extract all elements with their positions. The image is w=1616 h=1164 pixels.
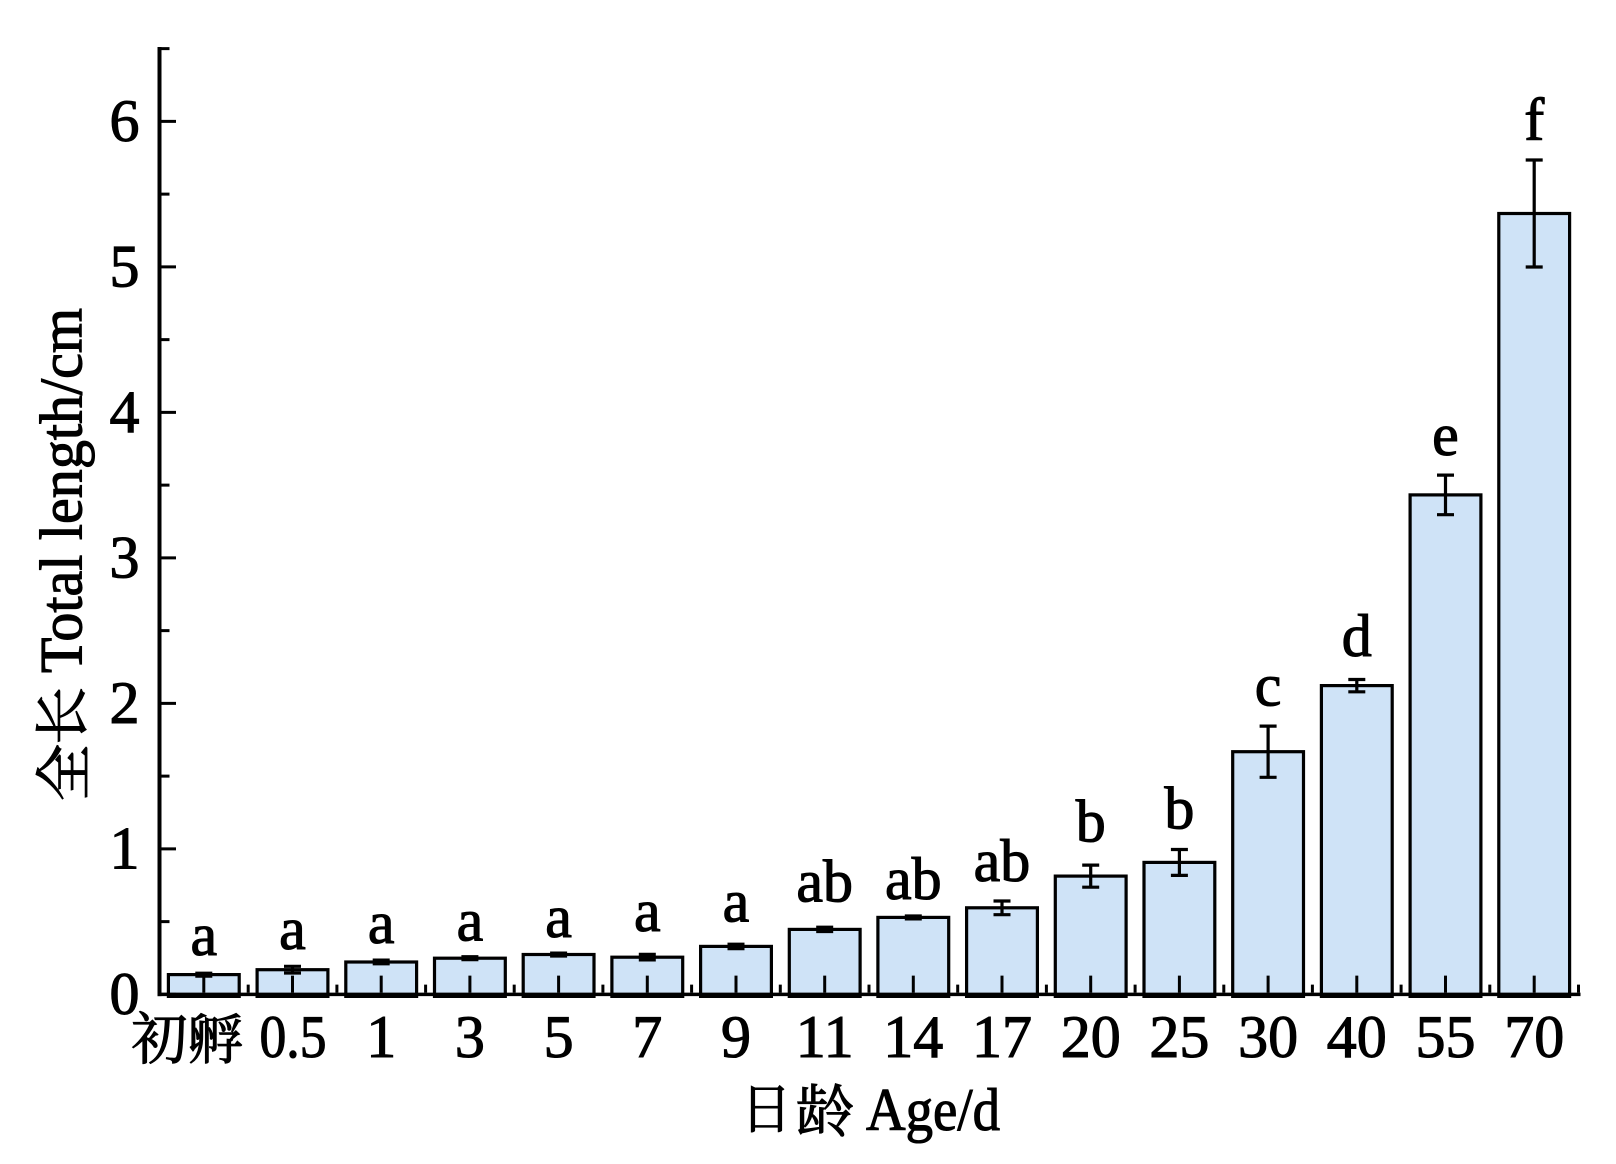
svg-text:5: 5 (544, 1004, 574, 1070)
svg-text:ab: ab (796, 849, 853, 915)
svg-text:a: a (368, 890, 395, 956)
svg-text:c: c (1255, 653, 1282, 719)
svg-text:a: a (723, 869, 750, 935)
svg-text:a: a (457, 888, 484, 954)
svg-text:0.5: 0.5 (260, 1004, 327, 1070)
svg-text:1: 1 (366, 1004, 396, 1070)
svg-text:Age/d: Age/d (866, 1077, 1000, 1143)
svg-text:7: 7 (632, 1004, 662, 1070)
svg-text:b: b (1076, 788, 1106, 854)
svg-text:a: a (634, 878, 661, 944)
svg-text:1: 1 (110, 816, 140, 882)
svg-text:a: a (279, 896, 306, 962)
svg-text:e: e (1432, 402, 1459, 468)
svg-text:Total length/cm: Total length/cm (29, 308, 95, 673)
svg-text:70: 70 (1504, 1004, 1564, 1070)
svg-text:3: 3 (110, 525, 140, 591)
svg-text:9: 9 (721, 1004, 751, 1070)
svg-text:2: 2 (110, 670, 140, 736)
svg-text:5: 5 (110, 234, 140, 300)
svg-text:ab: ab (885, 846, 942, 912)
svg-text:f: f (1524, 87, 1544, 153)
svg-text:25: 25 (1149, 1004, 1209, 1070)
svg-text:30: 30 (1238, 1004, 1298, 1070)
svg-text:a: a (190, 902, 217, 968)
svg-text:6: 6 (110, 88, 140, 154)
svg-text:ab: ab (974, 828, 1031, 894)
svg-text:d: d (1342, 603, 1372, 669)
svg-text:b: b (1164, 775, 1194, 841)
svg-text:a: a (545, 884, 572, 950)
svg-text:0: 0 (110, 961, 140, 1027)
svg-text:14: 14 (883, 1004, 943, 1070)
svg-text:17: 17 (972, 1004, 1032, 1070)
svg-text:4: 4 (110, 379, 140, 445)
svg-text:40: 40 (1327, 1004, 1387, 1070)
svg-text:20: 20 (1061, 1004, 1121, 1070)
svg-text:3: 3 (455, 1004, 485, 1070)
svg-text:11: 11 (796, 1004, 854, 1070)
svg-text:55: 55 (1416, 1004, 1476, 1070)
